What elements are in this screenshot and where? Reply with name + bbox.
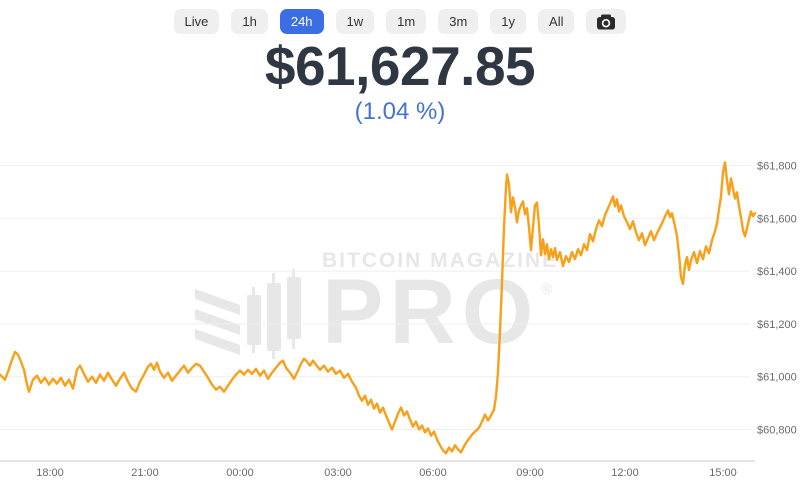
range-button-live[interactable]: Live <box>173 9 220 34</box>
price-chart[interactable]: $61,800 $61,600 $61,400 $61,200 $61,000 $60,8… <box>0 141 800 491</box>
watermark-product: PRO <box>322 261 540 363</box>
range-button-1m[interactable]: 1m <box>386 9 427 34</box>
range-button-all[interactable]: All <box>538 9 575 34</box>
x-tick-label: 00:00 <box>226 467 254 479</box>
range-button-1w[interactable]: 1w <box>335 9 375 34</box>
time-range-toolbar: Live 1h 24h 1w 1m 3m 1y All <box>0 0 800 34</box>
price-line-series <box>0 161 757 455</box>
x-tick-label: 09:00 <box>516 467 544 479</box>
range-button-24h[interactable]: 24h <box>279 9 324 34</box>
x-tick-label: 12:00 <box>611 467 639 479</box>
x-tick-label: 06:00 <box>419 467 447 479</box>
y-tick-label: $60,800 <box>757 425 797 437</box>
y-tick-label: $61,400 <box>757 266 797 278</box>
price-chart-area: BITCOIN MAGAZINE PRO ® $61,800 $61,600 $61… <box>0 141 800 491</box>
camera-icon <box>596 14 616 30</box>
range-button-1y[interactable]: 1y <box>490 9 527 34</box>
range-buttons: Live 1h 24h 1w 1m 3m 1y All <box>173 9 575 34</box>
x-tick-label: 03:00 <box>324 467 352 479</box>
registered-mark: ® <box>541 281 553 298</box>
bitcoin-magazine-pro-watermark: BITCOIN MAGAZINE PRO ® <box>192 249 558 366</box>
x-tick-label: 18:00 <box>36 467 64 479</box>
x-axis-labels: 18:00 21:00 00:00 03:00 06:00 09:00 12:00 15:00 <box>36 467 737 479</box>
price-change-percent: (1.04 %) <box>354 98 446 126</box>
y-axis-labels: $61,800 $61,600 $61,400 $61,200 $61,000 $60,8… <box>757 161 797 437</box>
watermark-text: BITCOIN MAGAZINE PRO ® <box>322 249 559 363</box>
y-tick-label: $61,000 <box>757 372 797 384</box>
y-tick-label: $61,800 <box>757 161 797 173</box>
y-tick-label: $61,200 <box>757 319 797 331</box>
range-button-3m[interactable]: 3m <box>438 9 479 34</box>
x-tick-label: 21:00 <box>131 467 159 479</box>
watermark-brand: BITCOIN MAGAZINE <box>322 249 559 272</box>
x-tick-label: 15:00 <box>709 467 737 479</box>
snapshot-button[interactable] <box>586 9 627 34</box>
current-price: $61,627.85 <box>264 35 536 97</box>
range-button-1h[interactable]: 1h <box>231 9 268 34</box>
y-tick-label: $61,600 <box>757 213 797 225</box>
gridlines <box>0 165 750 430</box>
